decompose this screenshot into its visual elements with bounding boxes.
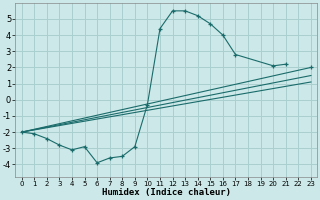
X-axis label: Humidex (Indice chaleur): Humidex (Indice chaleur) (102, 188, 231, 197)
